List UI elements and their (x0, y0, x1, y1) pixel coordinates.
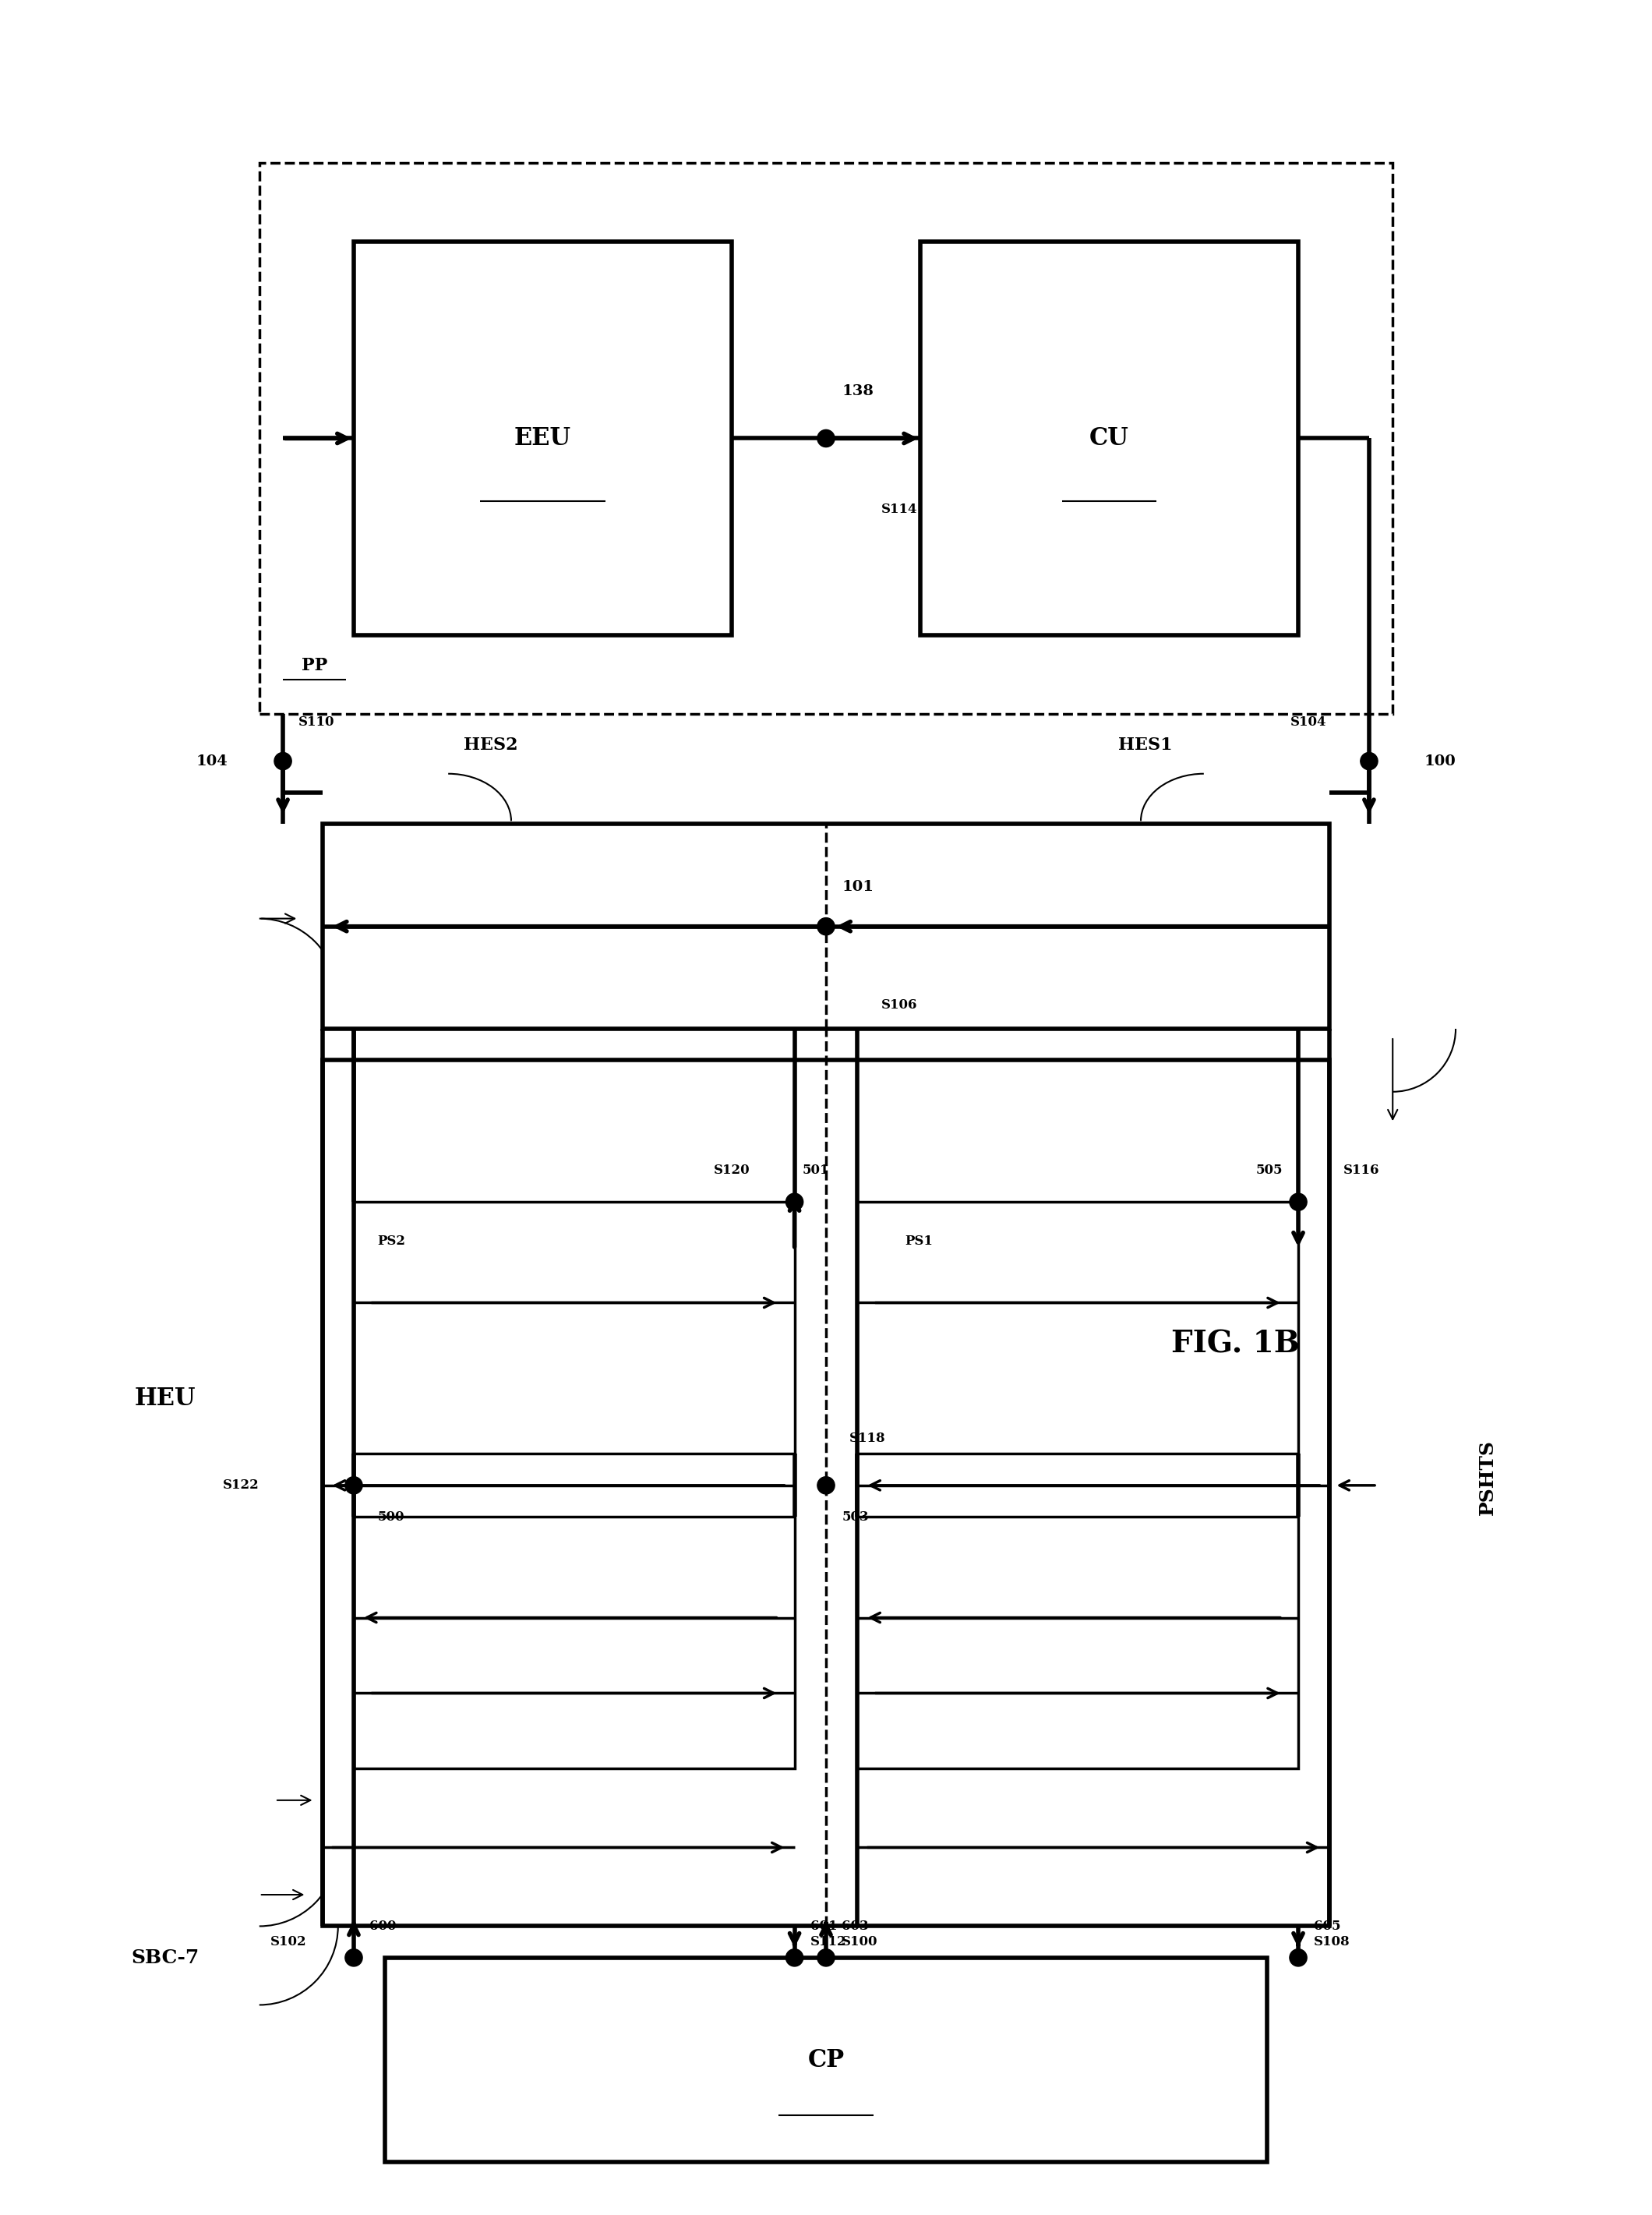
Circle shape (345, 1477, 362, 1495)
Circle shape (1290, 1194, 1307, 1212)
Text: HES2: HES2 (464, 738, 519, 753)
Text: HEU: HEU (134, 1387, 195, 1411)
Text: 603: 603 (843, 1920, 869, 1934)
Circle shape (1290, 1949, 1307, 1967)
Text: FIG. 1B: FIG. 1B (1171, 1329, 1300, 1358)
Text: SBC-7: SBC-7 (131, 1949, 198, 1967)
Text: 503: 503 (843, 1511, 869, 1524)
Bar (354, 1203, 795, 1453)
Text: 600: 600 (370, 1920, 396, 1934)
Text: 505: 505 (1256, 1163, 1282, 1176)
Bar (857, 1203, 1298, 1453)
Text: EEU: EEU (514, 425, 572, 450)
Text: S116: S116 (1343, 1163, 1379, 1176)
Circle shape (818, 1477, 834, 1495)
Text: S106: S106 (881, 999, 917, 1012)
Text: 101: 101 (843, 879, 874, 895)
Circle shape (818, 1949, 834, 1967)
Text: S122: S122 (223, 1480, 259, 1493)
Bar (354, 241, 732, 636)
Text: PSHTS: PSHTS (1479, 1440, 1497, 1515)
Circle shape (786, 1949, 803, 1967)
Text: 601: 601 (809, 1920, 838, 1934)
Text: S118: S118 (849, 1431, 885, 1444)
Bar (322, 1061, 1330, 1927)
Text: PS1: PS1 (905, 1234, 933, 1247)
Circle shape (345, 1949, 362, 1967)
Bar (920, 241, 1298, 636)
Text: S112: S112 (809, 1936, 846, 1949)
Text: S102: S102 (271, 1936, 307, 1949)
Text: CP: CP (808, 2049, 844, 2071)
Text: S114: S114 (881, 503, 917, 516)
Text: CU: CU (1090, 425, 1128, 450)
Text: PP: PP (301, 658, 327, 676)
Circle shape (818, 430, 834, 447)
Circle shape (1360, 753, 1378, 771)
Circle shape (818, 917, 834, 935)
Text: S104: S104 (1290, 715, 1327, 729)
Bar (385, 1958, 1267, 2162)
Text: S110: S110 (299, 715, 335, 729)
Text: 500: 500 (377, 1511, 405, 1524)
Bar (857, 1517, 1298, 1770)
Circle shape (786, 1194, 803, 1212)
Text: S120: S120 (714, 1163, 750, 1176)
Text: 605: 605 (1313, 1920, 1341, 1934)
Circle shape (274, 753, 292, 771)
Bar (322, 824, 1330, 1028)
Text: 100: 100 (1424, 753, 1455, 769)
Text: 138: 138 (843, 383, 874, 399)
Text: HES1: HES1 (1118, 738, 1173, 753)
Bar (354, 1517, 795, 1770)
Text: S100: S100 (843, 1936, 877, 1949)
Text: 104: 104 (197, 753, 228, 769)
Text: 501: 501 (803, 1163, 829, 1176)
Bar (259, 164, 1393, 713)
Text: S108: S108 (1313, 1936, 1350, 1949)
Text: PS2: PS2 (377, 1234, 405, 1247)
